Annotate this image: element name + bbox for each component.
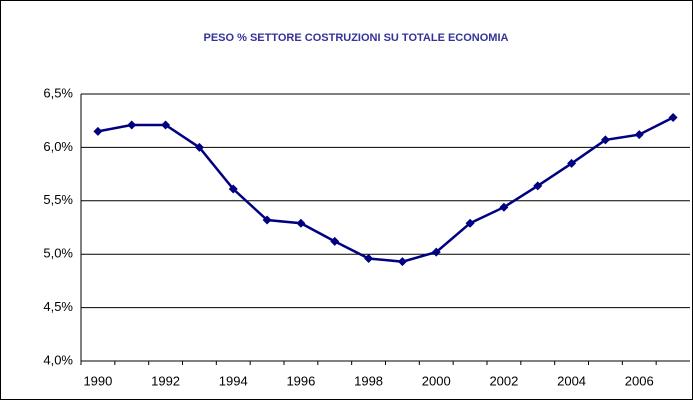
y-tick-label: 5,0% — [43, 246, 73, 261]
data-point — [533, 181, 543, 191]
data-point — [330, 236, 340, 246]
y-tick-label: 4,5% — [43, 299, 73, 314]
x-tick-label: 2004 — [557, 373, 586, 388]
data-point — [93, 126, 103, 136]
x-tick-label: 2002 — [489, 373, 518, 388]
y-tick-label: 5,5% — [43, 192, 73, 207]
data-point — [634, 130, 644, 140]
y-tick-label: 6,5% — [43, 85, 73, 100]
data-point — [465, 218, 475, 228]
data-point — [296, 218, 306, 228]
x-tick-label: 1994 — [219, 373, 248, 388]
y-tick-label: 4,0% — [43, 352, 73, 367]
x-tick-label: 1996 — [286, 373, 315, 388]
data-point — [499, 202, 509, 212]
data-point — [600, 135, 610, 145]
x-tick-label: 2000 — [422, 373, 451, 388]
y-tick-label: 6,0% — [43, 139, 73, 154]
data-point — [228, 184, 238, 194]
data-point — [194, 142, 204, 152]
x-tick-label: 1992 — [151, 373, 180, 388]
data-point — [127, 120, 137, 130]
chart-title: PESO % SETTORE COSTRUZIONI SU TOTALE ECO… — [204, 32, 509, 44]
x-tick-label: 1990 — [83, 373, 112, 388]
series-line — [97, 116, 674, 263]
data-point — [668, 112, 678, 122]
x-tick-label: 2006 — [625, 373, 654, 388]
data-point — [161, 120, 171, 130]
data-point — [262, 215, 272, 225]
x-tick-label: 1998 — [354, 373, 383, 388]
data-point — [397, 257, 407, 267]
data-point — [364, 253, 374, 263]
data-point — [567, 158, 577, 168]
data-point — [431, 247, 441, 257]
